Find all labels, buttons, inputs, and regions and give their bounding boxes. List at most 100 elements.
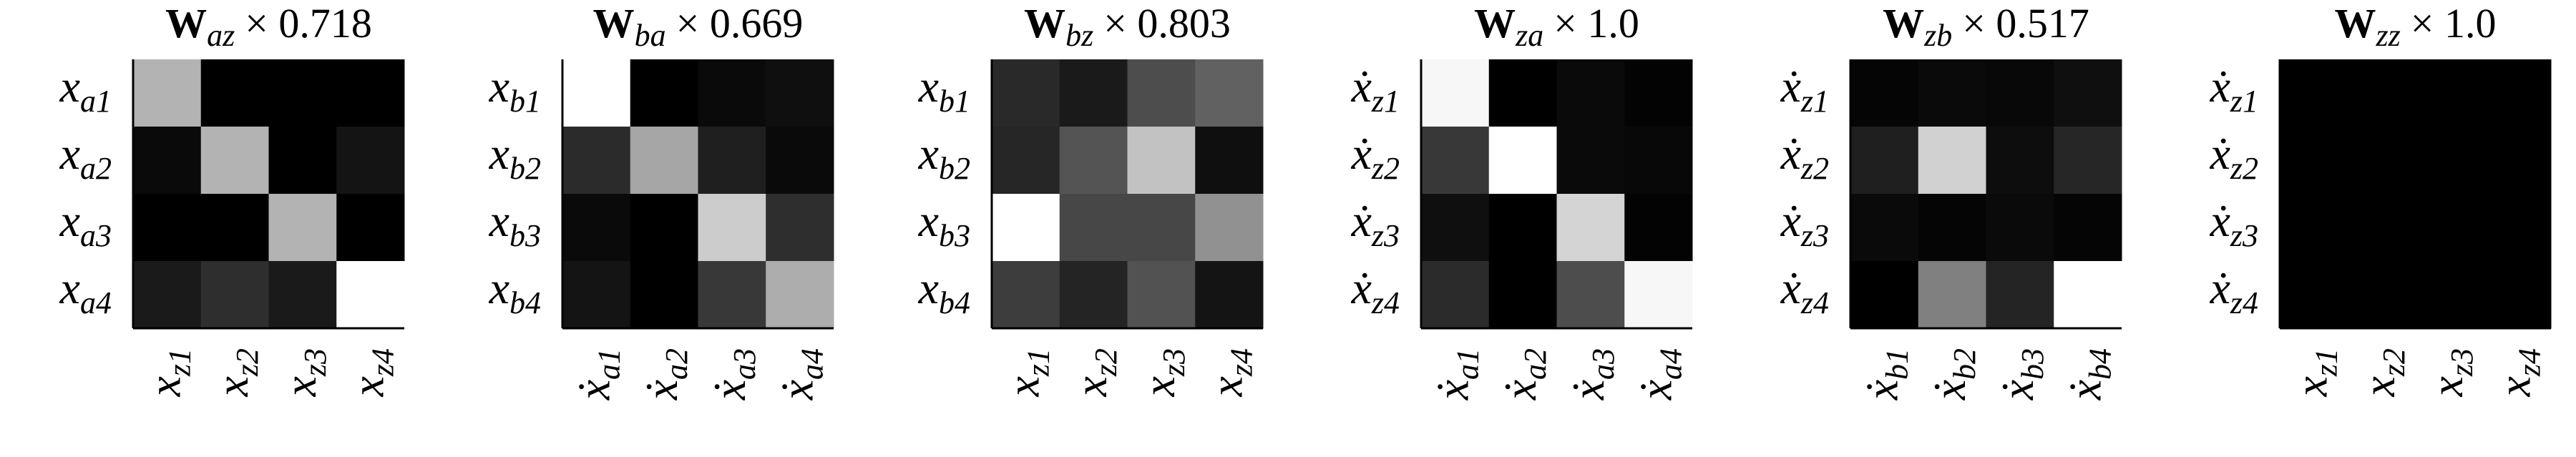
axis-label: ẋz3 — [1780, 195, 1829, 253]
cell — [1624, 194, 1693, 262]
label-subscript: z2 — [2376, 348, 2411, 377]
cell — [1624, 261, 1693, 329]
cell — [2054, 59, 2122, 127]
axis-label: ẋa2 — [1495, 348, 1553, 401]
label-subscript: a2 — [1518, 348, 1553, 380]
cell — [1918, 127, 1986, 195]
label-base: ẋ — [704, 379, 755, 401]
cell — [1624, 59, 1693, 127]
cell — [2415, 261, 2484, 329]
label-base: ẋ — [1350, 61, 1372, 112]
cell — [630, 59, 698, 127]
cell — [336, 194, 405, 262]
title-subscript: ba — [635, 18, 666, 53]
axis-label: xa2 — [59, 128, 112, 186]
axis-label: xz4 — [1201, 348, 1259, 398]
label-subscript: z4 — [2512, 348, 2547, 377]
cell — [1488, 194, 1557, 262]
axis-label: ẋz2 — [2209, 128, 2258, 186]
axis-label: xb2 — [918, 128, 970, 186]
title-symbol: W — [1883, 0, 1924, 46]
cell — [562, 127, 631, 195]
label-subscript: a4 — [795, 348, 830, 380]
chart-title: Wbz × 0.803 — [1024, 0, 1231, 53]
label-subscript: a2 — [659, 348, 694, 380]
cell — [2280, 261, 2348, 329]
cell — [2347, 59, 2416, 127]
axis-label: ẋz4 — [1780, 262, 1829, 320]
cell — [1195, 59, 1264, 127]
label-base: x — [1065, 376, 1116, 397]
label-subscript: b4 — [939, 285, 970, 320]
cell — [1421, 261, 1490, 329]
axis-label: xz3 — [275, 348, 333, 398]
axis-label: ẋz1 — [2209, 61, 2258, 119]
cell — [1850, 261, 1919, 329]
label-subscript: a1 — [1450, 348, 1485, 380]
cell — [698, 127, 766, 195]
cell — [630, 261, 698, 329]
axis-label: ẋz4 — [2209, 262, 2258, 320]
title-suffix: × 0.517 — [1962, 0, 2089, 46]
axis-label: xz2 — [1065, 348, 1123, 398]
cell — [336, 127, 405, 195]
label-base: x — [1201, 376, 1252, 397]
label-subscript: z1 — [162, 348, 197, 377]
cell — [2415, 59, 2484, 127]
label-subscript: z2 — [1088, 348, 1123, 377]
cell — [1488, 59, 1557, 127]
axis-label: xz1 — [997, 348, 1055, 398]
title-symbol: W — [2335, 0, 2376, 46]
label-base: x — [207, 376, 258, 397]
label-base: x — [918, 195, 939, 246]
label-base: ẋ — [2209, 195, 2230, 246]
axis-label: ẋb4 — [2060, 348, 2118, 401]
label-base: ẋ — [1992, 379, 2043, 401]
cell — [766, 127, 834, 195]
label-subscript: z4 — [1224, 348, 1259, 377]
cell — [2415, 194, 2484, 262]
label-subscript: a1 — [591, 348, 626, 380]
cell — [1918, 59, 1986, 127]
cell — [1556, 194, 1625, 262]
label-base: x — [59, 128, 80, 179]
cell — [1421, 59, 1490, 127]
title-suffix: × 0.669 — [676, 0, 804, 46]
label-base: ẋ — [1924, 379, 1975, 401]
label-base: x — [489, 262, 509, 313]
axis-label: xa3 — [59, 195, 112, 253]
cell — [766, 261, 834, 329]
label-base: ẋ — [2209, 61, 2230, 112]
label-base: ẋ — [568, 379, 619, 401]
axis-label: xb2 — [489, 128, 541, 186]
axis-label: xz4 — [2489, 348, 2547, 398]
axis-label: ẋz2 — [1350, 128, 1400, 186]
axis-label: ẋz1 — [1350, 61, 1400, 119]
label-subscript: z2 — [1371, 151, 1400, 186]
axis-label: xz2 — [207, 348, 265, 398]
cell — [133, 194, 202, 262]
cell — [2415, 127, 2484, 195]
cell — [698, 194, 766, 262]
label-base: ẋ — [1780, 262, 1801, 313]
label-base: x — [489, 128, 509, 179]
label-subscript: z1 — [2308, 348, 2343, 377]
cell — [2483, 59, 2552, 127]
label-subscript: z2 — [2230, 151, 2258, 186]
cell — [1059, 194, 1128, 262]
axis-label: ẋb2 — [1924, 348, 1982, 401]
cell — [766, 59, 834, 127]
axis-label: ẋa1 — [1427, 348, 1485, 401]
axis-label: ẋz2 — [1780, 128, 1829, 186]
label-subscript: z4 — [1371, 285, 1400, 320]
cell — [2483, 194, 2552, 262]
cell — [1850, 59, 1919, 127]
cell — [1195, 261, 1264, 329]
label-base: x — [1133, 376, 1184, 397]
cell — [336, 261, 405, 329]
label-subscript: z3 — [298, 348, 333, 377]
cell — [133, 261, 202, 329]
chart-title: Wzb × 0.517 — [1883, 0, 2089, 53]
